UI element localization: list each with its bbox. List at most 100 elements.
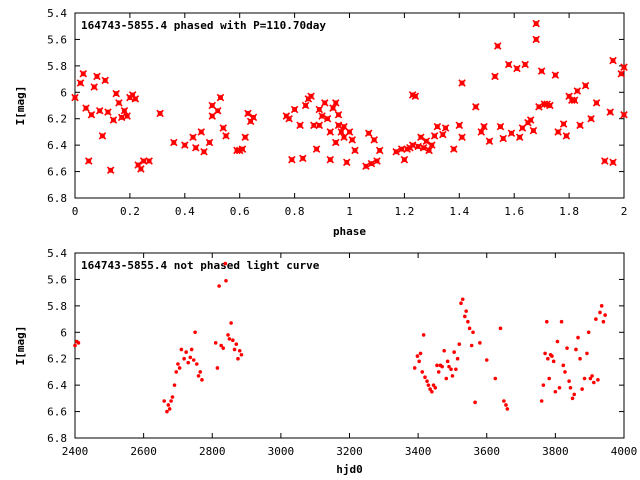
data-point — [582, 376, 587, 381]
data-point — [351, 146, 359, 155]
data-point — [425, 379, 429, 383]
data-point — [373, 157, 381, 165]
data-point — [215, 366, 220, 370]
chart-title: 164743-5855.4 not phased light curve — [81, 259, 320, 272]
data-point — [299, 154, 307, 163]
y-tick-label: 6 — [60, 86, 67, 99]
y-axis-label: I[mag] — [14, 86, 27, 126]
data-point — [193, 330, 197, 335]
x-tick-label: 3800 — [542, 445, 569, 458]
data-point — [462, 314, 467, 319]
data-point — [423, 375, 427, 380]
data-point — [418, 351, 423, 356]
data-point — [466, 319, 470, 324]
data-point — [587, 114, 595, 123]
data-point — [464, 309, 468, 313]
data-point — [588, 376, 593, 381]
data-point — [219, 124, 227, 132]
data-point — [596, 378, 600, 382]
data-point — [87, 110, 96, 119]
data-point — [554, 128, 562, 136]
data-point — [208, 101, 217, 110]
data-point — [471, 330, 475, 335]
data-point — [537, 67, 546, 75]
data-point — [620, 110, 628, 119]
data-point — [546, 101, 554, 110]
data-point — [458, 133, 466, 141]
data-point — [572, 392, 577, 397]
data-point — [539, 399, 544, 403]
data-point — [367, 159, 376, 168]
data-point — [574, 347, 578, 352]
data-point — [90, 83, 98, 91]
data-point — [408, 141, 417, 149]
data-point — [421, 333, 426, 337]
data-point — [586, 330, 591, 335]
data-point — [217, 284, 221, 288]
data-point — [186, 360, 191, 365]
data-point — [191, 358, 196, 362]
data-point — [227, 337, 232, 341]
x-tick-label: 0.2 — [120, 205, 140, 218]
data-point — [547, 376, 551, 381]
data-point — [221, 346, 226, 350]
data-point — [301, 101, 310, 110]
x-tick-label: 1 — [346, 205, 353, 218]
data-point — [174, 370, 179, 374]
y-tick-label: 6.4 — [47, 139, 67, 152]
data-point — [449, 367, 453, 372]
data-point — [288, 155, 296, 164]
data-point — [562, 132, 571, 140]
data-point — [170, 138, 178, 147]
data-point — [452, 350, 456, 354]
data-point — [581, 81, 590, 90]
data-point — [342, 158, 351, 167]
y-tick-label: 5.6 — [47, 33, 67, 46]
data-point — [450, 374, 455, 378]
data-point — [444, 376, 449, 381]
data-point — [236, 356, 240, 361]
data-point — [563, 370, 567, 374]
data-point — [557, 385, 562, 390]
data-point — [447, 364, 451, 369]
x-tick-label: 2800 — [199, 445, 226, 458]
data-point — [592, 380, 596, 385]
data-point — [411, 92, 420, 101]
data-point — [603, 313, 607, 317]
data-point — [329, 104, 337, 112]
data-point — [419, 144, 428, 152]
data-point — [326, 155, 335, 164]
x-axis-label: hjd0 — [336, 463, 363, 476]
data-point — [312, 145, 321, 153]
data-point — [513, 64, 521, 73]
data-point — [620, 63, 628, 71]
data-point — [431, 383, 436, 387]
data-point — [485, 137, 494, 145]
x-tick-label: 0.8 — [285, 205, 305, 218]
data-point — [226, 333, 230, 337]
data-point — [496, 122, 505, 131]
y-tick-label: 5.4 — [47, 247, 67, 260]
y-tick-label: 5.4 — [47, 7, 67, 20]
data-point — [71, 93, 79, 102]
data-point — [224, 278, 228, 283]
data-point — [617, 70, 626, 78]
data-point — [576, 335, 580, 340]
data-point — [412, 366, 417, 370]
data-point — [169, 399, 173, 403]
data-point — [555, 339, 560, 344]
data-point — [426, 383, 431, 387]
plot-frame — [74, 12, 625, 199]
data-point — [93, 72, 101, 81]
data-point — [553, 389, 558, 394]
data-point — [498, 326, 503, 331]
data-point — [551, 71, 560, 79]
data-point — [232, 347, 237, 352]
data-point — [196, 374, 201, 378]
data-point — [526, 116, 535, 124]
data-point — [222, 132, 230, 140]
data-point — [559, 120, 568, 128]
data-point — [570, 96, 579, 104]
y-tick-label: 6.2 — [47, 113, 67, 126]
data-point — [237, 348, 242, 353]
